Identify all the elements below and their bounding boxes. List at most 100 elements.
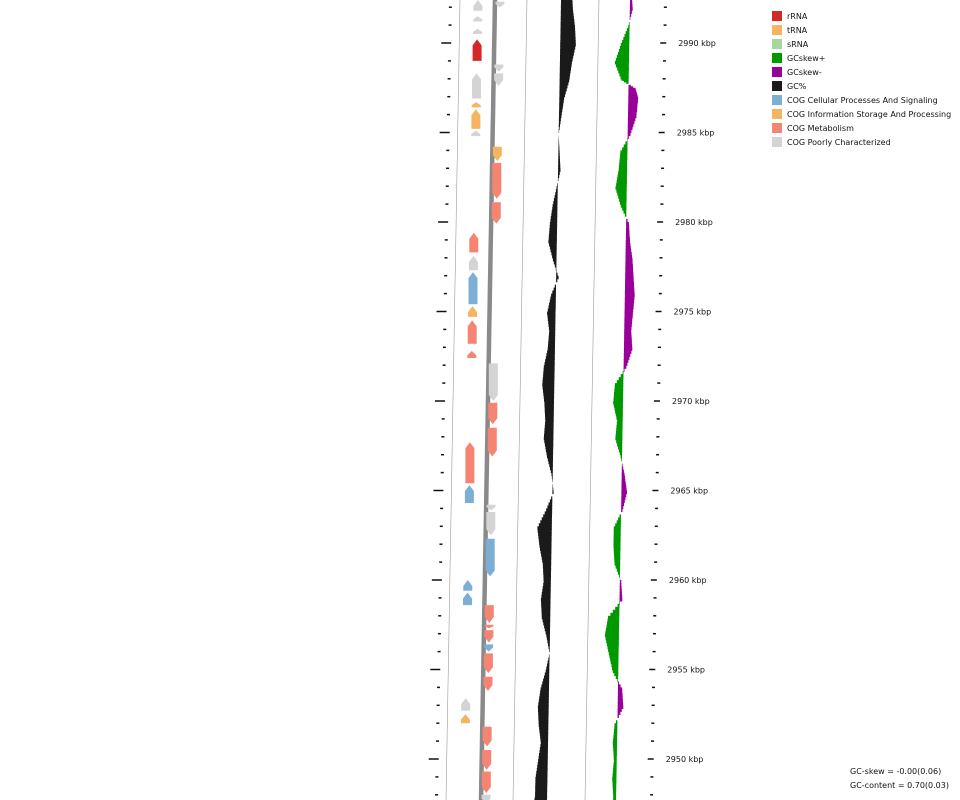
gc-content-bar [540,744,548,748]
gc-content-bar [550,216,558,220]
gc-content-bar [542,565,552,569]
gc-skew-bar [618,195,627,199]
gc-skew-bar [616,180,627,184]
gc-content-bar [538,711,549,715]
gc-skew-bar [626,228,630,232]
gc-skew-bar [624,302,634,307]
gc-skew-bar [615,409,623,414]
gc-skew-bar [621,481,626,486]
gc-content-bar [559,96,565,101]
gc-skew-bar [619,72,629,77]
gc-content-bar [549,222,558,226]
gc-content-bar [559,66,571,71]
gc-content-bar [549,242,557,247]
gc-content-bar [538,535,552,539]
gc-skew-bar [617,705,624,709]
gc-skew-bar [627,135,629,140]
gc-skew-bar [618,517,621,521]
gc-skew-bar [619,514,621,518]
gc-skew-bar [617,711,621,715]
gc-skew-bar [614,383,624,387]
gc-content-bar [547,347,555,351]
gc-skew-bar [619,198,627,202]
gc-skew-bar [623,350,632,354]
gc-skew-bar [615,523,621,527]
gc-skew-bar [624,311,633,316]
gc-skew-bar [619,159,628,163]
feature-cog_meta [482,726,492,747]
gc-skew-bar [622,147,628,151]
gc-content-bar [553,260,557,265]
genome-stats: GC-skew = -0.00(0.06) GC-content = 0.70(… [850,765,949,793]
feature-trna [471,102,481,108]
gc-skew-bar [616,380,624,384]
gc-content-bar [538,532,552,536]
gc-content-bar [539,732,549,736]
gc-skew-bar [616,520,621,524]
gc-skew-bar [620,454,622,459]
gc-skew-bar [620,75,629,80]
legend-label: sRNA [787,39,809,49]
feature-cog_poor [473,16,483,22]
tick-label: 2980 kbp [675,218,713,227]
gc-skew-bar [621,496,626,501]
gc-content-bar [535,782,548,787]
gc-content-bar [544,442,554,447]
gc-skew-bar [624,329,632,333]
gc-content-bar [545,630,550,635]
feature-cog_poor [468,256,478,271]
gc-content-bar [549,463,553,468]
gc-content-bar [547,454,553,459]
gc-skew-bar [624,34,630,38]
gc-skew-bar [628,90,637,93]
gc-content-bar [552,487,554,492]
gc-skew-bar [615,436,623,441]
gc-content-bar [550,466,553,471]
gc-skew-bar [620,153,628,157]
feature-cog_meta [469,232,479,253]
gc-skew-bar [616,415,623,420]
gc-content-bar [545,412,554,417]
gc-skew-bar [613,395,624,399]
gc-skew-bar [616,63,629,68]
gc-skew-bar [627,120,635,125]
gc-content-bar [544,672,550,677]
feature-cog_meta [467,320,477,344]
feature-cog_meta [484,630,494,643]
gc-skew-bar [614,559,621,563]
gc-skew-bar [621,469,624,474]
gc-skew-bar [612,666,619,671]
legend-label: GCskew+ [787,53,826,63]
legend: rRNA tRNA sRNA GCskew+ GCskew- GC% COG Cellula… [772,9,951,149]
gc-skew-bar [617,693,623,697]
gc-skew-bar [624,320,633,324]
gc-content-bar [535,785,548,790]
gc-content-bar [543,389,555,393]
gc-content-bar [558,174,560,178]
gc-content-bar [550,219,558,223]
gc-content-bar [558,141,560,145]
gc-skew-bar [613,735,618,739]
gc-skew-bar [612,770,617,775]
gc-skew-bar [630,0,633,2]
gc-content-bar [538,759,548,763]
gc-content-bar [540,690,549,694]
tick-label: 2970 kbp [672,397,710,406]
gc-content-bar [548,305,556,310]
gc-skew-bar [624,335,632,339]
gc-content-bar [552,490,554,495]
gc-skew-bar [619,451,623,456]
legend-label: GCskew- [787,67,822,77]
gc-skew-bar [605,630,619,635]
gc-skew-bar [607,621,620,626]
gc-content-bar [534,796,548,799]
gc-content-bar [551,210,558,214]
gc-content-bar [548,645,550,650]
gc-skew-bar [617,174,627,178]
feature-trna [468,306,477,317]
gc-skew-bar [618,69,629,74]
legend-swatch [772,67,782,77]
gc-skew-bar [628,93,638,96]
gc-content-bar [560,57,573,62]
